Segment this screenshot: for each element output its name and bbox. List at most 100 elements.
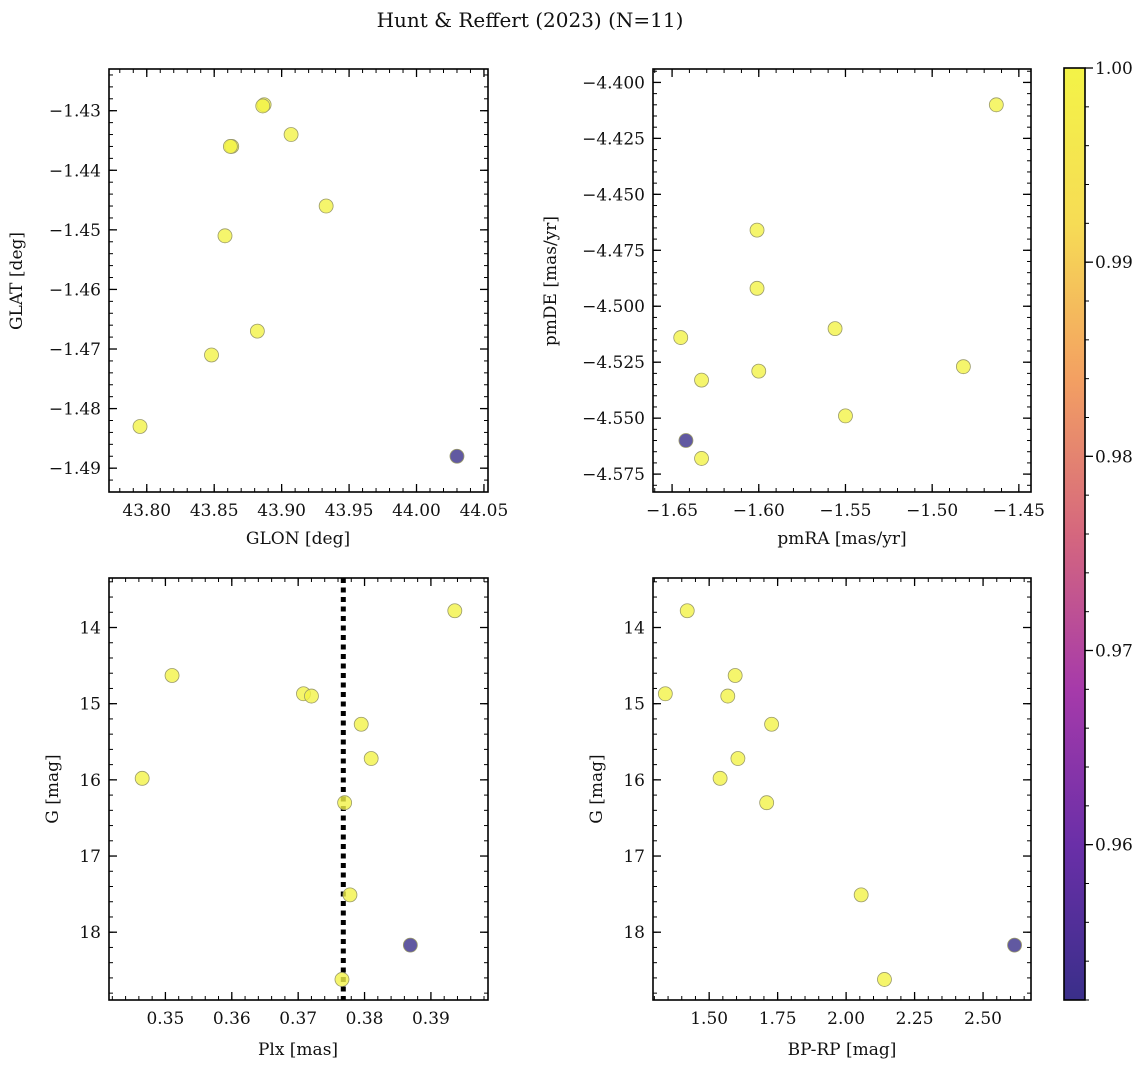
data-point-pmra-pmde-4 <box>827 321 843 337</box>
axes-frame-glon-glat <box>108 68 489 493</box>
colorbar-tick-label: 0.96 <box>1095 836 1133 856</box>
data-point-glon-glat-9 <box>132 419 148 434</box>
xtick-label: 0.37 <box>279 1009 317 1029</box>
ytick-label: 15 <box>623 695 645 715</box>
ytick-label: 16 <box>79 771 101 791</box>
xtick-label: −1.45 <box>993 501 1045 521</box>
data-point-bprp-g-1 <box>727 668 743 683</box>
ytick-label: −1.48 <box>49 400 101 420</box>
xtick-label: 0.38 <box>346 1009 384 1029</box>
data-point-pmra-pmde-2 <box>749 280 765 296</box>
data-point-plx-g-1 <box>164 668 180 683</box>
data-point-plx-g-7 <box>337 795 353 811</box>
data-point-pmra-pmde-5 <box>955 359 971 375</box>
xtick-label: −1.65 <box>646 501 698 521</box>
xtick-label: 43.85 <box>190 501 239 521</box>
data-point-bprp-g-7 <box>759 795 775 811</box>
ytick-label: −1.46 <box>49 280 101 300</box>
panel-plx-g: 0.35 0.36 0.37 0.38 0.39 14 15 16 17 18 Plx [mas… <box>43 577 489 1060</box>
xtick-label: 2.25 <box>896 1009 934 1029</box>
xlabel-plx-g: Plx [mas] <box>258 1040 338 1060</box>
ytick-label: −1.49 <box>49 459 101 479</box>
xtick-label: 0.39 <box>412 1009 450 1029</box>
data-point-pmra-pmde-1 <box>749 222 765 238</box>
panel-pmra-pmde: −1.65 −1.60 −1.55 −1.50 −1.45 −4.400−4.425−4… <box>541 68 1045 549</box>
xtick-label: 43.80 <box>122 501 171 521</box>
data-point-bprp-g-3 <box>720 688 736 704</box>
xtick-label: −1.60 <box>733 501 785 521</box>
points-pmra-pmde <box>673 97 1004 466</box>
colorbar-frame <box>1063 67 1086 1001</box>
data-point-plx-g-0 <box>447 603 463 619</box>
xtick-label: −1.55 <box>819 501 871 521</box>
xtick-label: 44.05 <box>460 501 509 521</box>
colorbar: 0.96 0.97 0.98 0.99 1.00 <box>1063 59 1133 1001</box>
ytick-label: 18 <box>623 923 645 943</box>
data-point-bprp-g-5 <box>730 751 746 766</box>
ytick-label: −1.43 <box>49 102 101 122</box>
panel-bprp-g: 1.50 1.75 2.00 2.25 2.50 14 15 16 17 18 BP-RP [m… <box>587 577 1032 1060</box>
data-point-pmra-pmde-0 <box>988 97 1004 113</box>
ticks-plx-g <box>109 578 488 1000</box>
ticks-glon-glat <box>109 69 488 493</box>
data-point-pmra-pmde-6 <box>751 363 767 379</box>
ticks-bprp-g <box>653 578 1031 1000</box>
ytick-label: −1.47 <box>49 340 101 360</box>
ytick-label: −1.44 <box>49 161 101 181</box>
data-point-bprp-g-8 <box>853 887 869 903</box>
ylabel-bprp-g: G [mag] <box>587 754 607 823</box>
data-point-plx-g-10 <box>334 972 350 987</box>
ylabel-plx-g: G [mag] <box>43 754 63 823</box>
data-point-glon-glat-2 <box>283 127 299 142</box>
data-point-plx-g-8 <box>342 887 358 903</box>
data-point-glon-glat-7 <box>249 323 265 339</box>
xtick-label: 43.95 <box>325 501 374 521</box>
ytick-labels-glon-glat: −1.43 −1.44 −1.45 −1.46 −1.47 −1.48 −1.49 <box>49 102 101 479</box>
colorbar-tick-label: 0.97 <box>1095 642 1133 662</box>
xtick-label: 1.75 <box>759 1009 797 1029</box>
data-point-pmra-pmde-8 <box>838 408 853 424</box>
xtick-label: 0.35 <box>146 1009 184 1029</box>
xlabel-bprp-g: BP-RP [mag] <box>788 1040 897 1060</box>
xlabel-pmra-pmde: pmRA [mas/yr] <box>777 529 906 549</box>
data-point-pmra-pmde-10 <box>694 451 709 466</box>
data-point-glon-glat-4 <box>222 139 238 154</box>
xtick-label: 44.00 <box>392 501 441 521</box>
ytick-label: 18 <box>79 923 101 943</box>
ytick-label: −4.400 <box>582 73 645 93</box>
panel-glon-glat: 43.80 43.85 43.90 43.95 44.00 44.05 −1.43−1.4… <box>7 68 509 549</box>
data-point-pmra-pmde-9 <box>678 433 694 448</box>
data-point-pmra-pmde-7 <box>694 372 709 388</box>
data-point-plx-g-6 <box>134 770 150 786</box>
data-point-bprp-g-2 <box>657 686 673 702</box>
xtick-labels-pmra-pmde: −1.65 −1.60 −1.55 −1.50 −1.45 <box>646 501 1045 521</box>
ylabel-pmra-pmde: pmDE [mas/yr] <box>541 216 561 346</box>
colorbar-tick-label: 0.98 <box>1095 447 1133 467</box>
ytick-labels-pmra-pmde: −4.400 −4.425 −4.450 −4.475 −4.500 −4.525 −4.5… <box>582 73 645 485</box>
figure-title: Hunt & Reffert (2023) (N=11) <box>377 8 684 32</box>
data-point-plx-g-9 <box>402 937 418 953</box>
colorbar-tick-label: 1.00 <box>1095 59 1133 79</box>
ytick-label: −4.475 <box>582 241 645 261</box>
axes-frame-plx-g <box>108 577 489 1001</box>
ticks-pmra-pmde <box>653 69 1031 492</box>
ytick-label: 15 <box>79 695 101 715</box>
data-point-pmra-pmde-3 <box>673 330 689 345</box>
ytick-label: 17 <box>623 847 645 867</box>
data-point-plx-g-4 <box>353 716 369 732</box>
colorbar-tick-labels: 0.96 0.97 0.98 0.99 1.00 <box>1095 59 1133 856</box>
data-point-bprp-g-6 <box>712 770 728 786</box>
ytick-label: −4.575 <box>582 465 645 485</box>
points-glon-glat <box>132 97 465 464</box>
ytick-label: 17 <box>79 847 101 867</box>
data-point-glon-glat-6 <box>217 228 233 244</box>
xtick-label: 1.50 <box>690 1009 728 1029</box>
points-plx-g <box>134 603 463 987</box>
data-point-plx-g-5 <box>363 751 379 766</box>
data-point-bprp-g-9 <box>1007 937 1022 953</box>
ytick-label: −4.500 <box>582 297 645 317</box>
colorbar-ticks <box>1085 67 1093 1001</box>
points-bprp-g <box>657 603 1022 987</box>
data-point-bprp-g-0 <box>679 603 695 619</box>
